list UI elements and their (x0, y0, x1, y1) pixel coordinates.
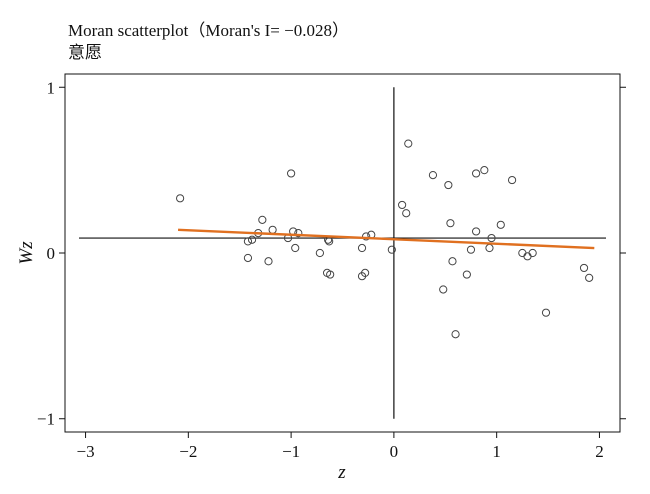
data-point (361, 268, 370, 277)
y-tick-label: 0 (47, 244, 56, 263)
data-point (472, 169, 481, 178)
data-point (357, 243, 367, 253)
data-point (448, 257, 457, 266)
plot-frame (64, 73, 621, 433)
data-point (325, 237, 334, 246)
data-point (326, 270, 335, 279)
x-tick-label: −1 (282, 442, 300, 461)
data-point (294, 229, 303, 238)
data-point (528, 248, 537, 258)
data-point (585, 273, 594, 282)
data-point (480, 166, 489, 175)
x-tick-label: 2 (595, 442, 604, 461)
data-point (404, 139, 413, 148)
x-tick-label: −3 (77, 442, 95, 461)
x-tick-label: 0 (390, 442, 399, 461)
data-point (466, 245, 476, 254)
regression-line (178, 228, 595, 250)
chart-title: Moran scatterplot（Moran's I= −0.028） (68, 21, 349, 40)
data-point (472, 227, 481, 236)
data-point (243, 237, 253, 246)
data-point (387, 245, 396, 254)
data-point (507, 175, 517, 185)
data-point (523, 252, 532, 261)
data-point (291, 243, 300, 253)
data-point (487, 233, 496, 243)
data-point (398, 200, 407, 210)
data-point (496, 220, 505, 229)
data-point (579, 263, 589, 273)
data-point (176, 194, 185, 203)
data-point (264, 257, 273, 266)
data-point (247, 235, 257, 244)
data-point (446, 219, 455, 228)
data-point (462, 270, 471, 279)
x-tick-label: 1 (492, 442, 501, 461)
data-point (315, 248, 324, 258)
data-point (518, 248, 527, 258)
x-axis-label: z (337, 462, 346, 483)
y-axis-label: Wz (16, 241, 37, 265)
chart-subtitle: 意愿 (68, 43, 102, 62)
data-point (268, 225, 277, 234)
data-point (439, 285, 448, 294)
data-point (258, 215, 267, 224)
data-point (444, 180, 453, 190)
data-point (485, 243, 494, 253)
data-point (402, 209, 411, 218)
data-point (362, 232, 371, 241)
y-tick-label: 1 (47, 78, 56, 97)
y-tick-label: −1 (37, 410, 55, 429)
x-tick-label: −2 (179, 442, 197, 461)
data-point (541, 308, 551, 317)
data-point (243, 253, 253, 263)
data-point (287, 169, 296, 178)
data-point (451, 330, 460, 339)
data-point (428, 171, 438, 180)
